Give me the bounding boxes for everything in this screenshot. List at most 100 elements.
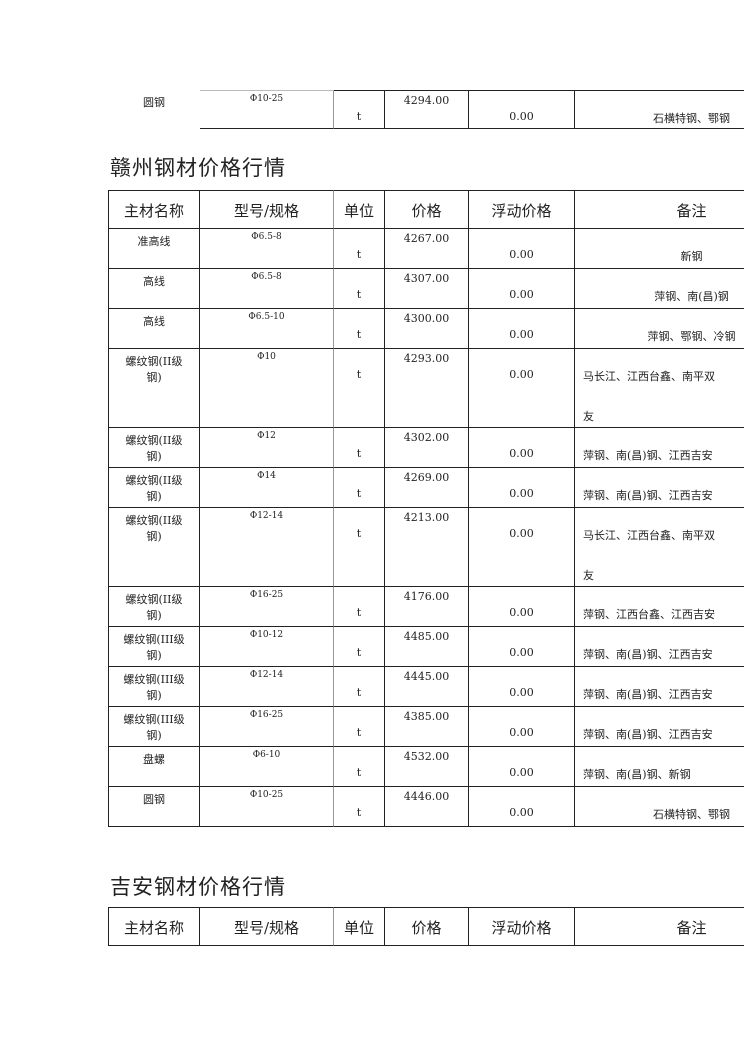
table-row: 螺纹钢(II级 钢) Φ14 t 4269.00 0.00 萍钢、南(昌)钢、江西吉安 [108,468,744,508]
cell-text: 友 [583,410,594,423]
table-cell: t [334,468,385,508]
cell-text: 螺纹钢(II级 [125,593,183,606]
ganzhou-header-row: 主材名称 型号/规格 单位 价格 浮动价格 备注 [108,190,744,229]
cell-text: 盘螺 [143,753,165,766]
table-cell: 4269.00 [385,468,469,508]
header-cell: 单位 [334,190,385,229]
cell-text: 0.00 [509,726,534,739]
table-cell: 萍钢、江西台鑫、江西吉安 [575,587,744,627]
table-cell: t [334,667,385,707]
cell-text: 萍钢、南(昌)钢、新钢 [583,768,691,781]
cell-text: 0.00 [509,806,534,819]
cell-text: 圆钢 [143,793,165,806]
header-text: 价格 [411,202,442,220]
cell-text: 萍钢、南(昌)钢、江西吉安 [583,728,713,741]
table-cell: 4307.00 [385,269,469,309]
cell-text: 萍钢、江西台鑫、江西吉安 [583,608,715,621]
table-cell: 4302.00 [385,428,469,468]
cell-text: 4385.00 [403,710,450,723]
table-cell: 石横特钢、鄂钢 [575,787,744,827]
cell-text: 钢) [146,450,162,463]
header-cell: 备注 [575,907,744,946]
table-cell: 马长江、江西台鑫、南平双友 [575,508,744,587]
header-cell: 浮动价格 [469,190,575,229]
cell-text: t [356,766,362,779]
table-cell: Φ16-25 [200,587,334,627]
cell-text: 石横特钢、鄂钢 [653,112,730,125]
table-cell: 新钢 [575,229,744,269]
cell-text: 0.00 [509,487,534,500]
table-cell: 4176.00 [385,587,469,627]
table-cell: Φ6-10 [200,747,334,787]
cell-text: Φ6.5-8 [251,232,282,242]
cell-text: 螺纹钢(II级 [125,355,183,368]
table-cell: 4267.00 [385,229,469,269]
cell-text: 4176.00 [403,590,450,603]
ganzhou-title: 赣州钢材价格行情 [110,156,286,180]
table-cell: 4446.00 [385,787,469,827]
header-cell: 主材名称 [108,907,200,946]
cell-text: t [356,368,362,381]
table-cell: 盘螺 [108,747,200,787]
table-cell: t [334,90,385,129]
table-cell: 准高线 [108,229,200,269]
cell-text: 4445.00 [403,670,450,683]
table-cell: 萍钢、南(昌)钢 [575,269,744,309]
table-cell: 萍钢、南(昌)钢、江西吉安 [575,627,744,667]
table-cell: 0.00 [469,508,575,587]
table-cell: 4294.00 [385,90,469,129]
table-cell: t [334,787,385,827]
jian-header-row: 主材名称 型号/规格 单位 价格 浮动价格 备注 [108,907,744,946]
cell-text: 4532.00 [403,750,450,763]
table-cell: 萍钢、鄂钢、冷钢 [575,309,744,349]
cell-text: Φ12 [257,431,276,441]
table-cell: 螺纹钢(II级 钢) [108,508,200,587]
table-cell: 圆钢 [108,787,200,827]
table-cell: 0.00 [469,747,575,787]
table-cell: t [334,627,385,667]
cell-text: t [356,487,362,500]
cell-text: 0.00 [509,686,534,699]
table-cell: Φ10-12 [200,627,334,667]
cell-text: 0.00 [509,368,534,381]
table-cell: Φ10 [200,349,334,428]
header-text: 备注 [676,919,707,937]
cell-text: Φ6.5-10 [248,312,285,322]
cell-text: 0.00 [509,288,534,301]
header-text: 浮动价格 [491,202,552,220]
cell-text: t [356,328,362,341]
cell-text: t [356,606,362,619]
table-row: 圆钢 Φ10-25 t 4446.00 0.00 石横特钢、鄂钢 [108,787,744,827]
table-cell: t [334,349,385,428]
cell-text: 4267.00 [403,232,450,245]
header-text: 主材名称 [123,919,184,937]
cell-text: 0.00 [509,328,534,341]
table-cell: t [334,587,385,627]
cell-text: Φ10-25 [249,790,284,800]
header-cell: 备注 [575,190,744,229]
table-cell: Φ10-25 [200,90,334,129]
table-cell: Φ10-25 [200,787,334,827]
cell-text: 4213.00 [403,511,450,524]
cell-text: 4307.00 [403,272,450,285]
table-cell: 0.00 [469,667,575,707]
header-text: 单位 [343,919,374,937]
cell-text: 4269.00 [403,471,450,484]
cell-text: 0.00 [509,110,534,123]
cell-text: 萍钢、南(昌)钢、江西吉安 [583,688,713,701]
table-cell: 高线 [108,269,200,309]
table-cell: 4293.00 [385,349,469,428]
cell-text: t [356,686,362,699]
table-cell: 0.00 [469,349,575,428]
table-cell: t [334,508,385,587]
table-cell: 4485.00 [385,627,469,667]
table-row: 螺纹钢(III级 钢) Φ16-25 t 4385.00 0.00 萍钢、南(昌)钢、江西吉… [108,707,744,747]
table-cell: 萍钢、南(昌)钢、新钢 [575,747,744,787]
table-cell: t [334,707,385,747]
table-cell: 0.00 [469,229,575,269]
cell-text: 0.00 [509,447,534,460]
table-cell: Φ12-14 [200,508,334,587]
table-cell: t [334,229,385,269]
header-text: 主材名称 [123,202,184,220]
